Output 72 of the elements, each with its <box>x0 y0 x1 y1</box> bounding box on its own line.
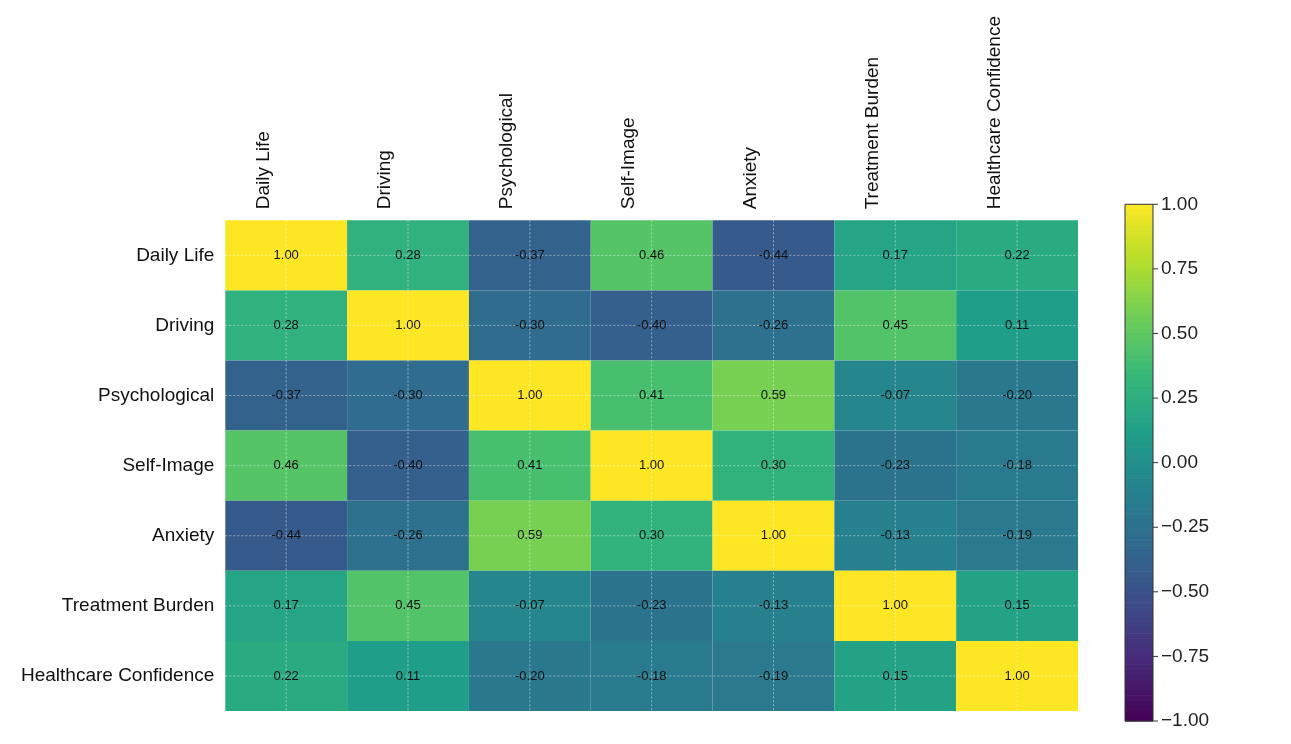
y-tick-label: Anxiety <box>151 523 215 545</box>
data-label: 0.15 <box>882 667 908 683</box>
data-label: 1.00 <box>395 317 421 333</box>
data-label: 1.00 <box>273 246 299 262</box>
data-label: -0.44 <box>271 527 302 543</box>
data-label: -0.26 <box>393 527 423 543</box>
data-label: 0.28 <box>395 246 421 262</box>
data-label: -0.37 <box>515 246 545 262</box>
data-label: 1.00 <box>760 527 787 543</box>
color-bar-label: −0.50 <box>1161 580 1210 602</box>
data-label: 0.17 <box>273 597 299 613</box>
y-tick-label: Healthcare Confidence <box>20 664 215 686</box>
y-tick-label: Daily Life <box>136 243 215 265</box>
data-label: 0.59 <box>517 527 543 543</box>
data-label: -0.19 <box>758 667 789 683</box>
data-label: -0.19 <box>1002 527 1032 543</box>
color-bar-label: −1.00 <box>1161 709 1210 731</box>
color-bar-label: 0.50 <box>1161 321 1198 343</box>
data-label: 0.17 <box>882 246 908 262</box>
color-bar-label: −0.75 <box>1161 644 1210 666</box>
x-tick-label: Daily Life <box>251 131 273 210</box>
data-label: 0.46 <box>273 457 299 473</box>
data-label: -0.18 <box>636 667 667 683</box>
data-label: -0.13 <box>880 527 911 543</box>
data-label: 0.15 <box>1004 597 1030 613</box>
data-label: -0.30 <box>515 317 545 333</box>
data-label: -0.23 <box>880 457 911 473</box>
color-bar-label: 0.25 <box>1161 386 1198 408</box>
data-label: 0.11 <box>1004 317 1030 333</box>
data-label: -0.30 <box>393 387 423 403</box>
data-label: 0.30 <box>760 457 787 473</box>
data-label: 0.22 <box>273 667 299 683</box>
x-tick-label: Driving <box>373 150 395 210</box>
color-bar-label: −0.25 <box>1161 515 1210 537</box>
data-label: 1.00 <box>882 597 908 613</box>
y-tick-label: Psychological <box>98 383 215 405</box>
data-label: -0.40 <box>393 457 423 473</box>
x-tick-label: Treatment Burden <box>860 56 882 210</box>
data-label: -0.44 <box>758 246 789 262</box>
data-label: -0.26 <box>758 317 789 333</box>
x-tick-label: Psychological <box>495 93 517 210</box>
data-label: 0.46 <box>638 246 665 262</box>
data-label: 0.41 <box>517 457 543 473</box>
data-label: -0.23 <box>636 597 667 613</box>
data-label: -0.37 <box>271 387 302 403</box>
x-tick-label: Healthcare Confidence <box>982 15 1004 210</box>
data-label: 0.30 <box>638 527 665 543</box>
x-tick-label: Anxiety <box>738 146 760 210</box>
data-label: -0.07 <box>515 597 545 613</box>
data-label: 0.41 <box>638 387 665 403</box>
y-tick-label: Treatment Burden <box>61 594 215 616</box>
x-tick-label: Self-Image <box>617 117 639 210</box>
data-label: -0.07 <box>880 387 911 403</box>
data-label: -0.18 <box>1002 457 1032 473</box>
data-label: 0.28 <box>273 317 299 333</box>
data-label: 0.22 <box>1004 246 1030 262</box>
y-tick-label: Driving <box>155 313 215 335</box>
data-label: -0.20 <box>515 667 545 683</box>
data-label: -0.20 <box>1002 387 1032 403</box>
y-tick-label: Self-Image <box>122 453 215 475</box>
data-label: 0.11 <box>395 667 421 683</box>
data-label: 1.00 <box>1004 667 1030 683</box>
data-label: -0.13 <box>758 597 789 613</box>
color-bar-label: 0.00 <box>1161 450 1198 472</box>
color-bar-label: 1.00 <box>1161 192 1198 214</box>
data-label: 0.45 <box>395 597 421 613</box>
data-label: 1.00 <box>517 387 543 403</box>
color-bar-label: 0.75 <box>1161 257 1198 279</box>
data-label: 1.00 <box>638 457 665 473</box>
data-label: 0.59 <box>760 387 787 403</box>
data-label: 0.45 <box>882 317 908 333</box>
data-label: -0.40 <box>636 317 667 333</box>
